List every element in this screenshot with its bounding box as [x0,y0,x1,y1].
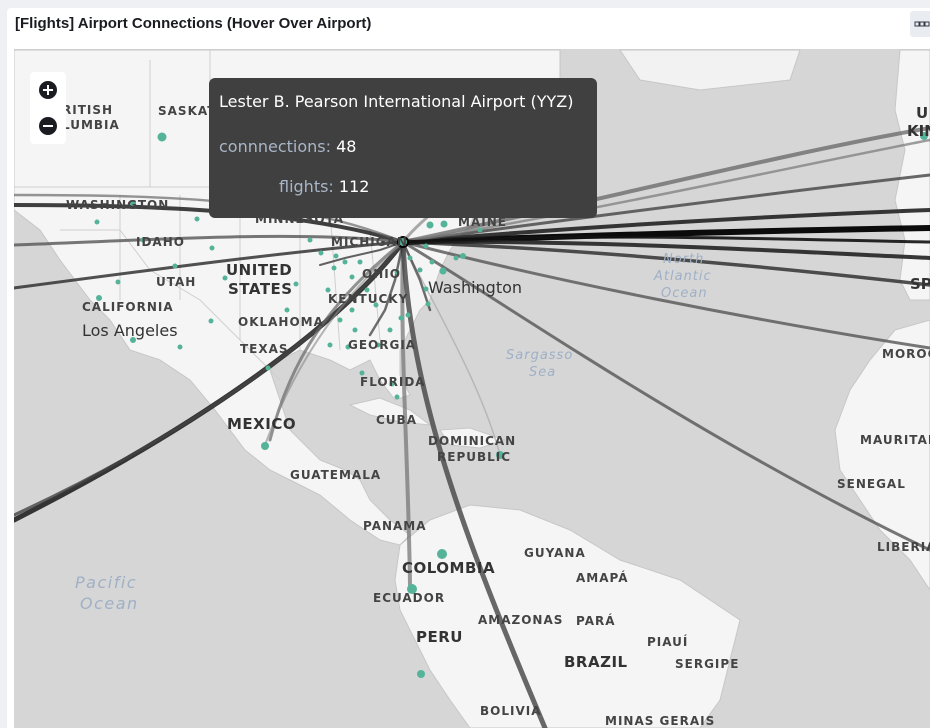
minus-icon [39,117,57,135]
tooltip-connections-key: connnections: [219,137,332,156]
yyz-airport-marker [397,236,409,248]
tooltip-connections-value: 48 [336,137,357,156]
panel-title: [Flights] Airport Connections (Hover Ove… [15,15,372,32]
cuba-land [348,397,432,426]
airport-tooltip: Lester B. Pearson International Airport … [209,78,597,218]
tooltip-connections-row: connnections: 48 [219,137,356,156]
zoom-in-button[interactable] [30,72,66,109]
flight-routes [14,126,930,728]
plus-icon [39,81,57,99]
africa-land [834,319,930,591]
tooltip-flights-value: 112 [338,177,370,196]
zoom-out-button[interactable] [30,108,66,144]
south-america-land [394,504,741,728]
top-right-land [619,49,801,91]
panel-options-button[interactable] [910,11,930,37]
hispaniola-land [439,427,507,449]
tooltip-flights-row: flights: 112 [279,177,369,196]
tooltip-flights-key: flights: [279,177,334,196]
airport-markers [94,132,928,678]
tooltip-title: Lester B. Pearson International Airport … [219,92,574,111]
europe-land [894,49,930,301]
panel-options-icon [914,21,930,27]
